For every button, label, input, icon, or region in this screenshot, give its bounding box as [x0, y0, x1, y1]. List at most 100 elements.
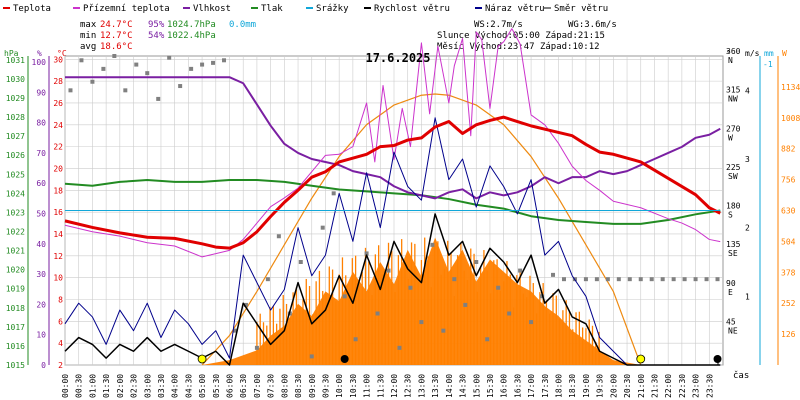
- humidity-line: [65, 76, 721, 200]
- humidity-tick: 80: [36, 119, 46, 128]
- wind-tick: 2: [745, 224, 750, 233]
- wind-direction-point: [518, 268, 523, 273]
- wind-direction-point: [430, 242, 435, 247]
- x-tick-label: 02:30: [130, 374, 139, 398]
- wind-direction-point: [485, 337, 490, 342]
- wind-direction-point: [561, 277, 566, 282]
- wind-direction-point: [441, 328, 446, 333]
- x-tick-label: 08:00: [280, 374, 289, 398]
- x-tick-label: 23:00: [692, 374, 701, 398]
- legend-label: Směr větru: [554, 4, 608, 14]
- pressure-tick: 1018: [6, 304, 25, 313]
- temperature-tick: 30: [53, 55, 63, 64]
- wind-direction-point: [671, 277, 676, 282]
- stats-max-label: max: [80, 20, 97, 30]
- direction-tick: 315: [726, 86, 741, 95]
- pressure-tick: 1025: [6, 170, 25, 179]
- x-tick-label: 06:30: [239, 374, 248, 398]
- axis-label-rain: mm: [764, 49, 774, 58]
- legend-label: Přízemní teplota: [83, 4, 170, 14]
- solar-tick: 252: [781, 299, 796, 308]
- wind-direction-point: [200, 62, 205, 67]
- humidity-tick: 50: [36, 210, 46, 219]
- x-tick-label: 22:30: [678, 374, 687, 398]
- temperature-tick: 16: [53, 208, 63, 217]
- wind-direction-point: [243, 302, 248, 307]
- x-tick-label: 10:30: [349, 374, 358, 398]
- wind-direction-point: [452, 277, 457, 282]
- wind-tick: 4: [745, 86, 750, 95]
- x-axis-label: čas: [733, 370, 749, 381]
- humidity-tick: 70: [36, 149, 46, 158]
- direction-compass: NW: [728, 95, 738, 104]
- humidity-tick: 40: [36, 240, 46, 249]
- pressure-tick: 1023: [6, 208, 25, 217]
- wind-direction-point: [408, 285, 413, 290]
- x-tick-label: 07:00: [253, 374, 262, 398]
- wind-direction-point: [276, 234, 281, 239]
- wind-direction-point: [298, 260, 303, 264]
- x-tick-label: 04:30: [184, 374, 193, 398]
- x-tick-label: 05:00: [198, 374, 207, 398]
- solar-tick: 756: [781, 176, 796, 185]
- direction-compass: S: [728, 211, 733, 220]
- wind-direction-point: [496, 285, 501, 290]
- direction-compass: SW: [728, 172, 738, 181]
- wind-direction-point: [507, 311, 512, 316]
- stats-panel: max 24.7°C 95% 1024.7hPa 0.0mm min 12.7°…: [80, 20, 617, 52]
- x-tick-label: 05:30: [212, 374, 221, 398]
- wind-direction-point: [364, 251, 369, 256]
- x-tick-label: 09:30: [321, 374, 330, 398]
- wind-direction-point: [386, 268, 391, 273]
- x-tick-label: 22:00: [664, 374, 673, 398]
- direction-compass: W: [728, 133, 733, 142]
- x-tick-label: 10:00: [335, 374, 344, 398]
- temperature-tick: 26: [53, 99, 63, 108]
- wind-direction-point: [232, 328, 237, 333]
- chart-title: 17.6.2025: [365, 51, 430, 65]
- temperature-tick: 2: [58, 361, 63, 370]
- wind-direction-point: [605, 277, 610, 282]
- axis-label-solar: W: [782, 49, 787, 58]
- x-tick-label: 16:00: [500, 374, 509, 398]
- x-tick-label: 17:00: [527, 374, 536, 398]
- pressure-tick: 1024: [6, 189, 25, 198]
- x-tick-label: 13:30: [431, 374, 440, 398]
- rain-tick: -1: [763, 60, 773, 69]
- stats-min-hum: 54%: [148, 31, 165, 41]
- direction-tick: 225: [726, 163, 741, 172]
- x-tick-label: 14:30: [459, 374, 468, 398]
- wind-direction-point: [540, 294, 545, 299]
- stats-sun: Slunce Východ:05:00 Západ:21:15: [437, 31, 605, 41]
- x-tick-label: 02:00: [116, 374, 125, 398]
- x-tick-label: 16:30: [513, 374, 522, 398]
- temperature-tick: 14: [53, 230, 63, 239]
- temperature-tick: 4: [58, 339, 63, 348]
- humidity-tick: 10: [36, 331, 46, 340]
- humidity-tick: 90: [36, 88, 46, 97]
- stats-moon: Měsíc Východ:23:47 Západ:10:12: [437, 42, 600, 52]
- x-tick-label: 03:30: [157, 374, 166, 398]
- stats-min-press: 1022.4hPa: [167, 31, 216, 41]
- x-tick-label: 17:30: [541, 374, 550, 398]
- pressure-tick: 1028: [6, 113, 25, 122]
- stats-max-hum: 95%: [148, 20, 165, 30]
- stats-min-temp: 12.7°C: [100, 31, 133, 41]
- x-tick-label: 14:00: [445, 374, 454, 398]
- wind-tick: 1: [745, 292, 750, 301]
- wind-direction-point: [704, 277, 709, 282]
- wind-direction-point: [594, 277, 599, 282]
- x-tick-label: 08:30: [294, 374, 303, 398]
- temperature-tick: 10: [53, 274, 63, 283]
- legend-label: Tlak: [261, 4, 283, 14]
- plot-area: [64, 28, 724, 366]
- x-tick-label: 12:30: [404, 374, 413, 398]
- x-tick-label: 20:00: [609, 374, 618, 398]
- direction-compass: N: [728, 56, 733, 65]
- pressure-tick: 1019: [6, 285, 25, 294]
- temperature-tick: 28: [53, 77, 63, 86]
- stats-max-temp: 24.7°C: [100, 20, 133, 30]
- wind-direction-point: [682, 277, 687, 282]
- wind-direction-point: [715, 277, 720, 282]
- direction-tick: 180: [726, 202, 741, 211]
